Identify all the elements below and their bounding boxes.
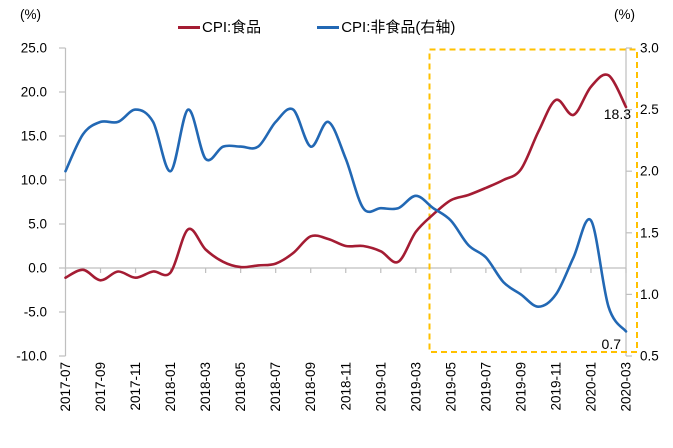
x-axis-tick-label: 2018-01	[163, 362, 178, 412]
x-axis-tick-label: 2019-09	[513, 362, 528, 412]
x-axis-tick-label: 2018-03	[198, 362, 213, 412]
left-axis-tick-label: 10.0	[21, 173, 47, 188]
legend-label-cpi-food: CPI:食品	[202, 19, 262, 36]
right-axis-tick-label: 0.5	[640, 349, 659, 364]
left-axis-tick-label: -10.0	[16, 349, 47, 364]
legend-item-cpi-food: CPI:食品	[178, 18, 261, 37]
value-annotation: 18.3	[604, 106, 631, 122]
right-axis-tick-label: 2.0	[640, 164, 659, 179]
x-axis-tick-label: 2018-05	[233, 362, 248, 412]
x-axis-tick-label: 2017-11	[128, 362, 143, 411]
right-axis-tick-label: 1.0	[640, 287, 659, 302]
x-axis-tick-label: 2019-11	[548, 362, 563, 411]
x-axis-tick-label: 2019-07	[478, 362, 493, 412]
legend-item-cpi-nonfood: CPI:非食品(右轴)	[317, 18, 455, 37]
x-axis-tick-label: 2019-01	[373, 362, 388, 412]
cpi-nonfood-line	[64, 107, 628, 333]
cpi-nonfood-line-swatch	[317, 26, 340, 29]
value-annotation: 0.7	[602, 336, 622, 352]
cpi-food-line-swatch	[178, 26, 200, 29]
x-axis-tick-label: 2019-03	[408, 362, 423, 412]
right-axis-unit-label: (%)	[614, 7, 635, 22]
x-axis-tick-label: 2020-01	[583, 362, 598, 412]
x-axis-tick-label: 2018-09	[303, 362, 318, 412]
right-axis-tick-label: 1.5	[640, 225, 659, 240]
right-axis-tick-label: 2.5	[640, 102, 659, 117]
left-axis-tick-label: 25.0	[21, 41, 47, 56]
right-axis-tick-label: 3.0	[640, 41, 659, 56]
x-axis-tick-label: 2017-09	[93, 362, 108, 412]
left-axis-tick-label: 5.0	[28, 217, 47, 232]
x-axis-tick-label: 2018-11	[338, 362, 353, 411]
x-axis-tick-label: 2017-07	[58, 362, 73, 412]
left-axis-tick-label: 0.0	[28, 261, 47, 276]
legend: CPI:食品 CPI:非食品(右轴)	[178, 18, 455, 37]
left-axis-tick-label: -5.0	[24, 305, 47, 320]
left-axis-tick-label: 15.0	[21, 129, 47, 144]
x-axis-tick-label: 2020-03	[619, 362, 634, 412]
x-axis-tick-label: 2018-07	[268, 362, 283, 412]
left-axis-unit-label: (%)	[20, 7, 41, 22]
highlight-box	[428, 48, 638, 353]
legend-label-cpi-nonfood: CPI:非食品(右轴)	[341, 19, 456, 36]
cpi-food-line	[64, 73, 628, 282]
x-axis-tick-label: 2019-05	[443, 362, 458, 412]
left-axis-tick-label: 20.0	[21, 85, 47, 100]
